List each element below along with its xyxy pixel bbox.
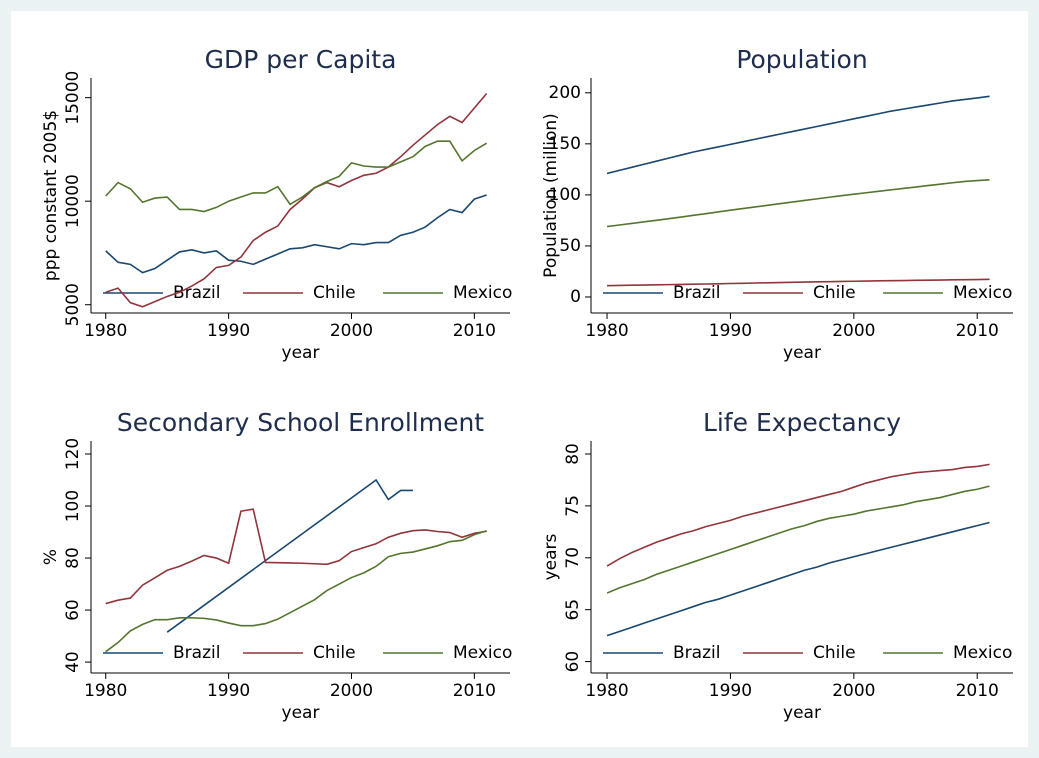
series-line: [105, 529, 487, 653]
x-tick-label: 1980: [84, 681, 127, 701]
chart-title: Population: [736, 45, 867, 74]
legend-label: Mexico: [453, 643, 512, 663]
y-tick-label: 100: [549, 185, 581, 205]
x-axis-title: year: [783, 343, 821, 363]
legend-label: Mexico: [453, 283, 512, 303]
y-tick-label: 40: [63, 651, 83, 673]
y-axis-title: %: [41, 549, 61, 565]
legend-label: Brazil: [673, 643, 720, 663]
series-line: [606, 95, 990, 175]
series-line: [105, 140, 488, 213]
y-tick-label: 80: [563, 443, 583, 465]
x-tick-label: 1980: [585, 681, 628, 701]
legend-label: Brazil: [173, 643, 220, 663]
legend-label: Chile: [313, 643, 356, 663]
y-tick-label: 50: [559, 236, 581, 256]
y-axis-title: years: [541, 533, 561, 580]
series-line: [607, 278, 990, 287]
x-tick-label: 2010: [956, 321, 999, 341]
y-tick-label: 80: [63, 547, 83, 569]
x-tick-label: 2000: [832, 321, 875, 341]
y-axis-title: ppp constant 2005$: [41, 110, 61, 281]
y-tick-label: 15000: [63, 71, 83, 125]
y-tick-label: 150: [549, 134, 581, 154]
x-tick-label: 1980: [585, 321, 628, 341]
y-tick-label: 200: [549, 83, 581, 103]
chart-title: GDP per Capita: [205, 45, 397, 74]
x-tick-label: 2010: [956, 681, 999, 701]
x-tick-label: 2000: [330, 681, 373, 701]
legend-label: Chile: [313, 283, 356, 303]
chart-title: Life Expectancy: [703, 408, 901, 437]
x-tick-label: 2000: [330, 321, 373, 341]
y-tick-label: 10000: [63, 174, 83, 228]
series-line: [105, 93, 488, 308]
x-tick-label: 1990: [207, 681, 250, 701]
x-tick-label: 1990: [207, 321, 250, 341]
y-tick-label: 70: [563, 547, 583, 569]
legend-label: Mexico: [953, 283, 1012, 303]
x-tick-label: 2010: [453, 321, 496, 341]
legend-label: Mexico: [953, 643, 1012, 663]
series-line: [606, 178, 990, 228]
y-tick-label: 100: [63, 490, 83, 522]
x-tick-label: 1990: [709, 321, 752, 341]
legend-label: Brazil: [173, 283, 220, 303]
x-tick-label: 2000: [832, 681, 875, 701]
x-tick-label: 2010: [453, 681, 496, 701]
y-tick-label: 60: [63, 599, 83, 621]
y-tick-label: 75: [563, 495, 583, 517]
chart-title: Secondary School Enrollment: [117, 408, 484, 437]
legend-label: Chile: [813, 283, 856, 303]
y-tick-label: 120: [63, 438, 83, 470]
legend-label: Chile: [813, 643, 856, 663]
y-tick-label: 5000: [63, 283, 83, 326]
graph-background: [11, 11, 1028, 747]
series-line: [105, 508, 487, 605]
x-axis-title: year: [282, 343, 320, 363]
series-line: [606, 521, 990, 637]
y-axis-title: Population (million): [541, 113, 561, 278]
series-line: [166, 478, 413, 633]
series-line: [105, 194, 487, 274]
legend-label: Brazil: [673, 283, 720, 303]
x-axis-title: year: [282, 703, 320, 723]
y-tick-label: 0: [570, 287, 581, 307]
y-tick-label: 60: [563, 651, 583, 673]
x-tick-label: 1980: [84, 321, 127, 341]
x-tick-label: 1990: [709, 681, 752, 701]
series-line: [606, 463, 990, 567]
y-tick-label: 65: [563, 599, 583, 621]
series-line: [606, 485, 990, 594]
x-axis-title: year: [783, 703, 821, 723]
